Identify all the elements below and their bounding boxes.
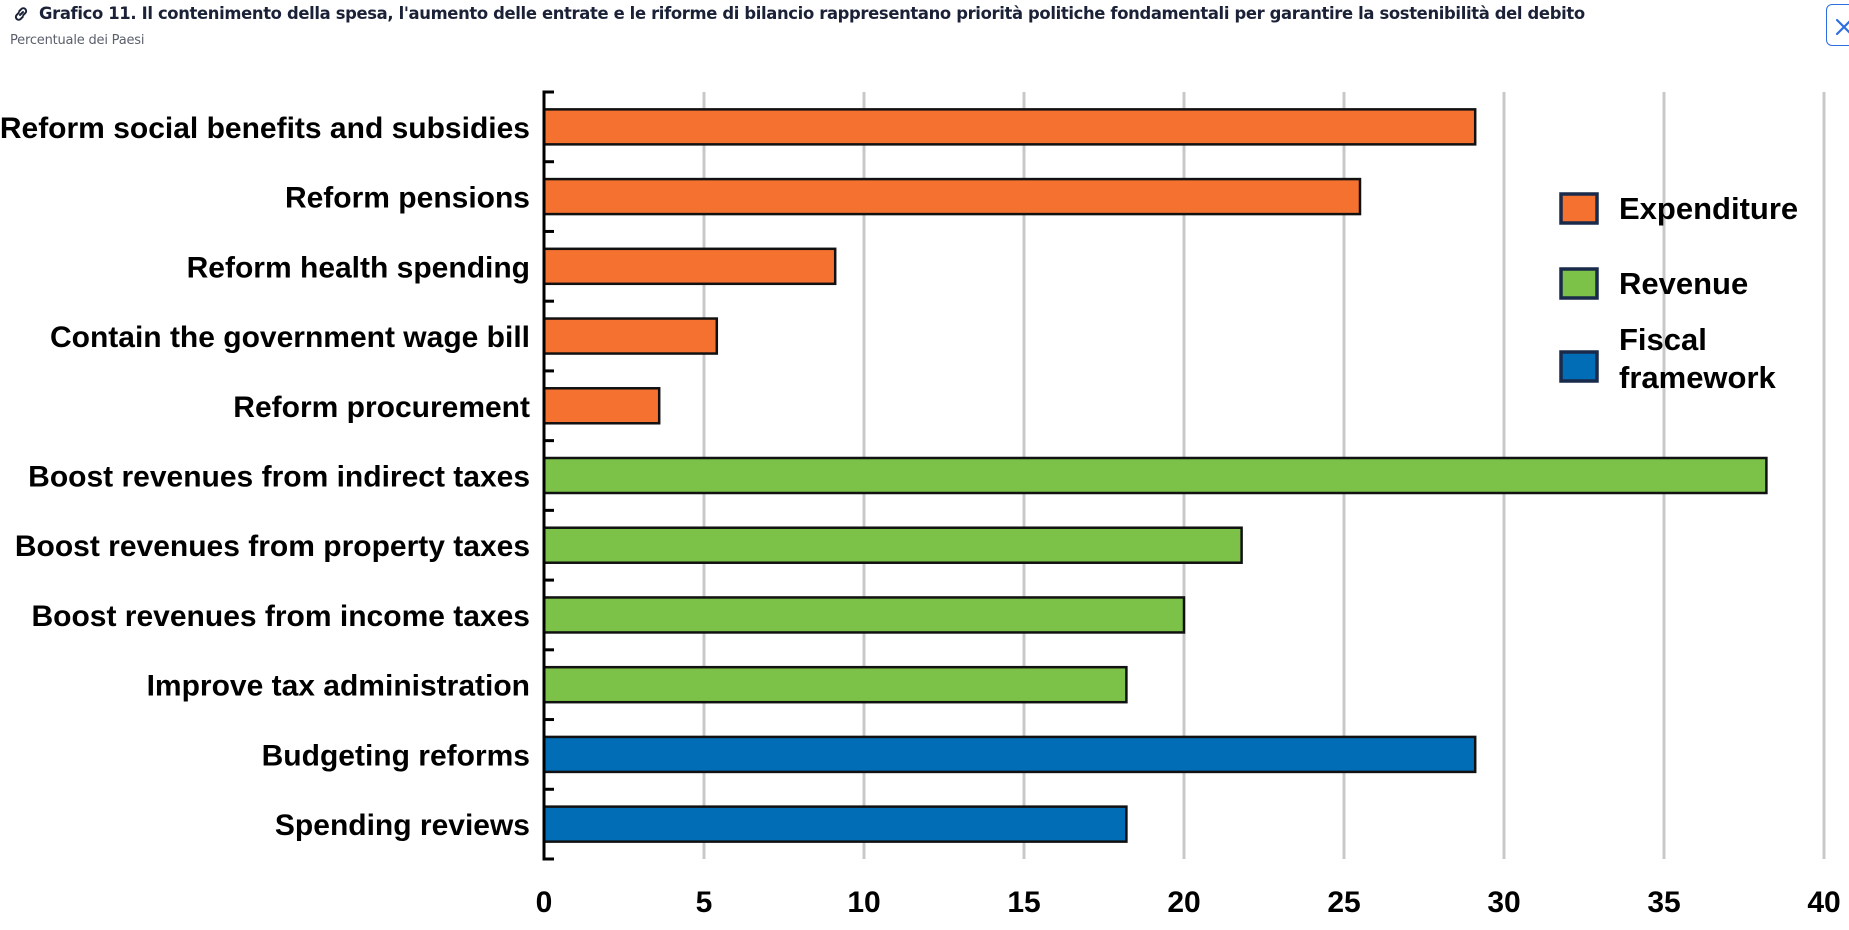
x-tick-label-20: 20 — [1167, 886, 1200, 919]
x-tick-label-5: 5 — [696, 886, 713, 919]
x-tick-label-15: 15 — [1007, 886, 1040, 919]
x-tick-label-35: 35 — [1647, 886, 1680, 919]
category-label: Improve tax administration — [147, 670, 530, 703]
category-label: Budgeting reforms — [262, 739, 530, 772]
x-tick-label-40: 40 — [1807, 886, 1840, 919]
bar-expenditure-0 — [542, 108, 1477, 146]
legend-label: Revenue — [1619, 266, 1748, 301]
x-tick-label-10: 10 — [847, 886, 880, 919]
x-axis-tick-labels: 0 5 10 15 20 25 30 35 40 — [536, 886, 1841, 919]
link-icon[interactable] — [12, 5, 30, 23]
bar-expenditure-1 — [542, 177, 1362, 216]
bar-expenditure-3 — [542, 317, 719, 355]
chart-subtitle: Percentuale dei Paesi — [10, 33, 145, 48]
category-label: Reform social benefits and subsidies — [0, 112, 530, 145]
category-label: Reform pensions — [285, 182, 530, 215]
x-tick-label-25: 25 — [1327, 886, 1360, 919]
category-label: Reform procurement — [233, 391, 530, 424]
bar-revenue-5 — [542, 456, 1768, 495]
x-tick-label-0: 0 — [536, 886, 553, 919]
chart-header: Grafico 11. Il contenimento della spesa,… — [0, 0, 1849, 56]
bar-revenue-6 — [542, 526, 1243, 564]
category-label: Boost revenues from property taxes — [15, 530, 530, 563]
bar-revenue-7 — [542, 596, 1186, 634]
legend-swatch — [1559, 192, 1599, 225]
bar-revenue-8 — [542, 665, 1128, 704]
category-label: Boost revenues from indirect taxes — [28, 461, 530, 494]
legend-label: Expenditure — [1619, 191, 1798, 226]
legend-swatch — [1559, 350, 1599, 383]
category-label: Boost revenues from income taxes — [31, 600, 530, 633]
category-label: Reform health spending — [187, 251, 530, 284]
bar-fiscal-framework-9 — [542, 735, 1477, 774]
legend-item-revenue: Revenue — [1559, 266, 1748, 301]
category-labels: Reform social benefits and subsidies Refo… — [0, 112, 530, 842]
title-row: Grafico 11. Il contenimento della spesa,… — [12, 4, 1585, 23]
x-tick-label-30: 30 — [1487, 886, 1520, 919]
bar-expenditure-4 — [542, 387, 661, 425]
bar-expenditure-2 — [542, 247, 837, 286]
y-axis — [542, 90, 554, 861]
category-label: Contain the government wage bill — [50, 321, 530, 354]
legend-item-expenditure: Expenditure — [1559, 191, 1798, 226]
bars — [542, 108, 1768, 843]
legend-swatch — [1559, 267, 1599, 300]
chart-title: Grafico 11. Il contenimento della spesa,… — [39, 4, 1585, 23]
legend-label: Fiscal — [1619, 322, 1707, 357]
legend-label: framework — [1619, 360, 1777, 395]
bar-fiscal-framework-10 — [542, 805, 1128, 843]
category-label: Spending reviews — [275, 809, 530, 842]
